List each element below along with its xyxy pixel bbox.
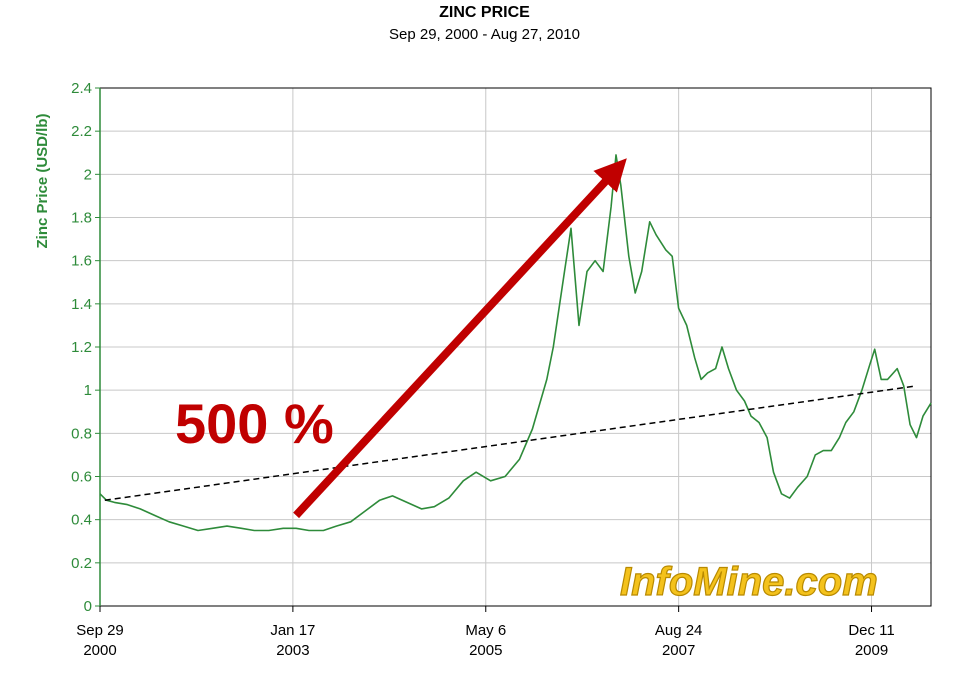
chart-subtitle: Sep 29, 2000 - Aug 27, 2010 xyxy=(389,26,580,43)
trend-line xyxy=(104,385,917,501)
x-tick-label: Dec 11 xyxy=(848,622,894,639)
x-tick-label: 2003 xyxy=(276,642,309,659)
y-axis-label: Zinc Price (USD/lb) xyxy=(34,113,51,248)
y-tick-label: 2.4 xyxy=(71,80,92,97)
y-tick-label: 1 xyxy=(84,382,92,399)
y-tick-label: 1.2 xyxy=(71,339,92,356)
gridlines xyxy=(100,88,931,606)
x-tick-label: Sep 29 xyxy=(76,622,124,639)
x-tick-label: 2009 xyxy=(855,642,888,659)
percent-annotation: 500 % xyxy=(175,392,334,455)
y-tick-label: 0.8 xyxy=(71,425,92,442)
annotations xyxy=(104,158,917,519)
y-tick-label: 0 xyxy=(84,598,92,615)
y-tick-label: 1.8 xyxy=(71,210,92,227)
x-tick-label: 2000 xyxy=(83,642,116,659)
x-tick-label: 2007 xyxy=(662,642,695,659)
y-tick-label: 1.6 xyxy=(71,253,92,270)
x-tick-label: Aug 24 xyxy=(655,622,703,639)
x-tick-label: Jan 17 xyxy=(270,622,315,639)
y-tick-label: 0.4 xyxy=(71,512,92,529)
y-tick-label: 1.4 xyxy=(71,296,92,313)
x-tick-label: May 6 xyxy=(465,622,506,639)
y-tick-label: 0.2 xyxy=(71,555,92,572)
y-tick-label: 2 xyxy=(84,166,92,183)
infomine-watermark: InfoMine.com xyxy=(620,560,878,604)
growth-arrow xyxy=(293,158,627,519)
axes: 0 0.2 0.4 0.6 0.8 1 1.2 1.4 1.6 1.8 2 2.2 2.4 Sep 29 2… xyxy=(71,80,932,659)
x-tick-label: 2005 xyxy=(469,642,502,659)
zinc-price-line xyxy=(99,154,932,532)
series-layer xyxy=(99,154,932,532)
y-tick-label: 2.2 xyxy=(71,123,92,140)
chart-title: ZINC PRICE xyxy=(439,4,530,21)
y-tick-label: 0.6 xyxy=(71,469,92,486)
